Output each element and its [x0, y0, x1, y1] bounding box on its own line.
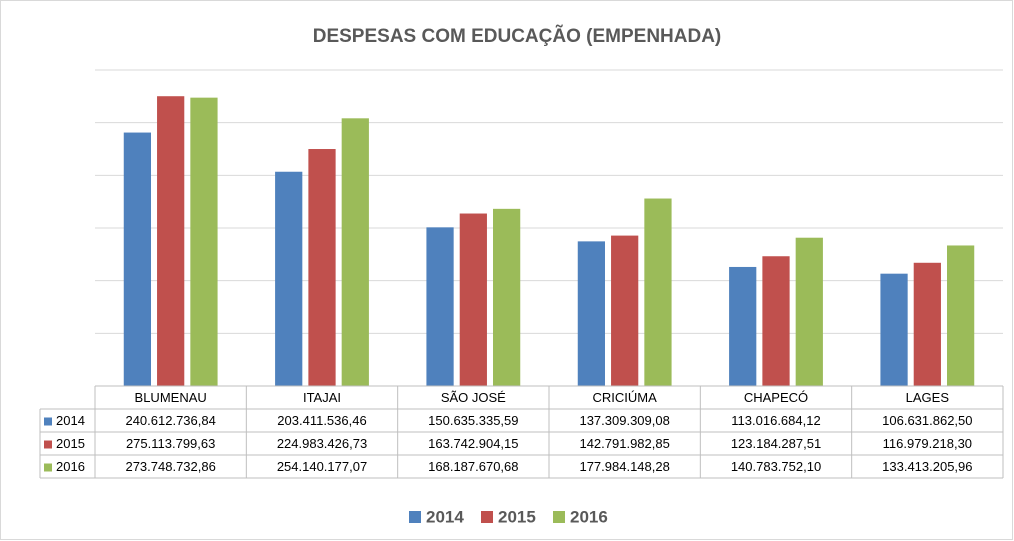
bar: [729, 266, 757, 386]
bar: [880, 273, 908, 386]
bar: [611, 235, 639, 386]
table-header: LAGES: [906, 390, 950, 405]
bar: [913, 262, 941, 386]
legend-key: [44, 440, 52, 449]
bar: [762, 256, 790, 386]
table-header: CHAPECÓ: [744, 390, 808, 405]
table-cell: 240.612.736,84: [125, 413, 215, 428]
table-cell: 137.309.309,08: [579, 413, 669, 428]
bar: [308, 149, 336, 386]
bar: [341, 118, 369, 387]
bar: [157, 96, 185, 386]
table-header: ITAJAI: [303, 390, 341, 405]
table-cell: 150.635.335,59: [428, 413, 518, 428]
legend-label: 2014: [426, 507, 464, 526]
bar: [123, 132, 151, 386]
chart-title: DESPESAS COM EDUCAÇÃO (EMPENHADA): [313, 25, 722, 47]
legend-label: 2015: [498, 507, 536, 526]
bar: [493, 208, 521, 386]
legend-swatch: [481, 511, 493, 523]
table-cell: 140.783.752,10: [731, 459, 821, 474]
bar: [577, 241, 605, 386]
table-cell: 177.984.148,28: [579, 459, 669, 474]
legend-swatch: [553, 511, 565, 523]
legend-swatch: [409, 511, 421, 523]
series-name: 2015: [56, 436, 85, 451]
bar: [275, 171, 303, 386]
table-cell: 168.187.670,68: [428, 459, 518, 474]
series-name: 2014: [56, 413, 85, 428]
table-cell: 133.413.205,96: [882, 459, 972, 474]
table-cell: 275.113.799,63: [126, 436, 215, 451]
table-cell: 273.748.732,86: [125, 459, 215, 474]
bar: [459, 213, 487, 386]
table-cell: 116.979.218,30: [883, 436, 972, 451]
bar: [795, 237, 823, 386]
bar: [947, 245, 975, 386]
table-header: CRICIÚMA: [593, 390, 658, 405]
table-cell: 106.631.862,50: [882, 413, 972, 428]
bar: [644, 198, 672, 386]
table-cell: 163.742.904,15: [428, 436, 518, 451]
bar: [426, 227, 454, 386]
legend-label: 2016: [570, 507, 608, 526]
series-name: 2016: [56, 459, 85, 474]
table-header: SÃO JOSÉ: [441, 390, 506, 405]
table-cell: 123.184.287,51: [731, 436, 821, 451]
table-cell: 224.983.426,73: [277, 436, 367, 451]
table-cell: 203.411.536,46: [277, 413, 366, 428]
legend-key: [44, 463, 52, 472]
table-cell: 142.791.982,85: [579, 436, 669, 451]
table-cell: 254.140.177,07: [277, 459, 367, 474]
table-header: BLUMENAU: [135, 390, 207, 405]
table-cell: 113.016.684,12: [731, 413, 820, 428]
legend-key: [44, 417, 52, 426]
bar: [190, 97, 218, 386]
